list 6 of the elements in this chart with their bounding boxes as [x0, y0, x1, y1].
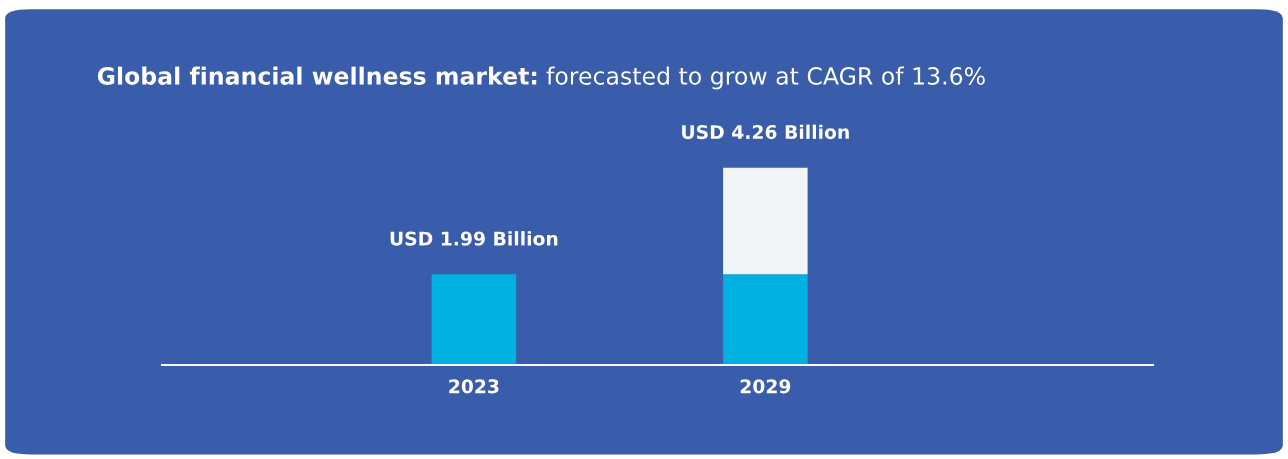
chart-title: Global financial wellness market:	[97, 66, 537, 85]
total-label: USD 4.26 Billion	[682, 124, 849, 140]
total-label: USD 1.99 Billion	[390, 231, 558, 246]
chart-subtitle: forecasted to grow at CAGR of 13.6%	[546, 66, 985, 90]
x-tick-label: 2029	[740, 379, 791, 394]
x-tick-label: 2023	[449, 379, 499, 394]
